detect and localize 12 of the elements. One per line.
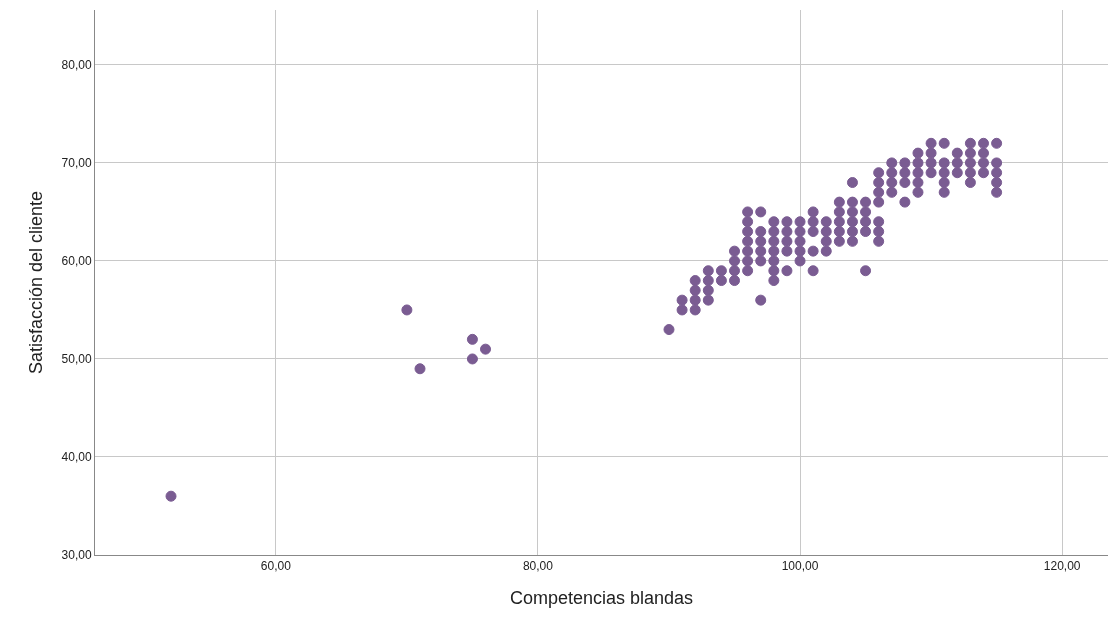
x-tick-label: 80,00	[522, 559, 554, 574]
y-tick-label: 60,00	[61, 254, 92, 269]
y-axis-title: Satisfacción del cliente	[25, 190, 46, 375]
x-tick-label: 100,00	[781, 559, 819, 574]
y-tick-label: 30,00	[61, 548, 92, 563]
y-tick-label: 50,00	[61, 352, 92, 367]
y-tick-label: 70,00	[61, 156, 92, 171]
x-tick-label: 120,00	[1043, 559, 1081, 574]
y-tick-label: 80,00	[61, 58, 92, 73]
y-tick-label: 40,00	[61, 450, 92, 465]
x-axis-title: Competencias blandas	[509, 587, 694, 608]
x-tick-label: 60,00	[260, 559, 292, 574]
